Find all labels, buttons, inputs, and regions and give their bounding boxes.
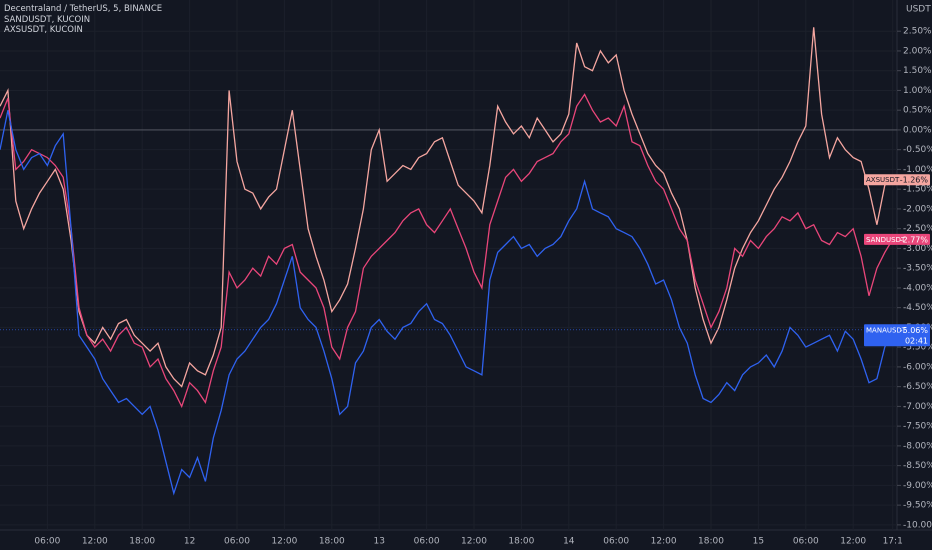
x-tick-label: 12:00 — [271, 537, 297, 547]
y-tick-label: -9.00% — [903, 481, 932, 491]
y-tick-label: -0.50% — [903, 145, 932, 155]
countdown: 02:41 — [905, 336, 928, 345]
y-tick-label: 1.00% — [903, 86, 932, 96]
x-tick-label: 14 — [563, 537, 575, 547]
y-tick-label: 1.50% — [903, 66, 932, 76]
y-tick-label: -6.00% — [903, 362, 932, 372]
price-label-value: -5.06% — [900, 326, 929, 335]
x-tick-label: 12:00 — [651, 537, 677, 547]
y-tick-label: -8.50% — [903, 461, 932, 471]
price-label-value: -1.26% — [900, 176, 929, 185]
x-tick-label: 06:00 — [603, 537, 629, 547]
price-label-name: MANAUSDT — [866, 326, 907, 334]
y-tick-label: -5.50% — [903, 343, 932, 353]
y-tick-label: -3.00% — [903, 244, 932, 254]
currency-label: USDT — [906, 5, 931, 15]
x-tick-label: 15 — [753, 537, 764, 547]
series-line — [0, 93, 894, 409]
y-tick-label: -1.00% — [903, 165, 932, 175]
series-line — [0, 110, 894, 496]
price-label-box — [864, 233, 930, 245]
x-tick-label: 06:00 — [34, 537, 60, 547]
x-tick-label: 12:00 — [461, 537, 487, 547]
y-tick-label: -8.00% — [903, 441, 932, 451]
y-tick-label: -2.50% — [903, 224, 932, 234]
y-tick-label: -4.00% — [903, 283, 932, 293]
y-tick-label: -2.00% — [903, 204, 932, 214]
x-tick-label: 12:00 — [840, 537, 866, 547]
legend: Decentraland / TetherUS, 5, BINANCE SAND… — [4, 4, 162, 36]
legend-line: Decentraland / TetherUS, 5, BINANCE — [4, 4, 163, 14]
y-tick-label: -9.50% — [903, 501, 932, 511]
legend-line: AXSUSDT, KUCOIN — [4, 25, 83, 35]
y-tick-label: -6.50% — [903, 382, 932, 392]
x-tick-label: 18:00 — [508, 537, 534, 547]
x-tick-label: 06:00 — [224, 537, 250, 547]
legend-line: SANDUSDT, KUCOIN — [4, 14, 91, 25]
x-tick-label: 06:00 — [793, 537, 819, 547]
price-label-name: AXSUSDT — [866, 176, 900, 184]
x-tick-label: 12 — [184, 537, 195, 547]
series-line — [0, 27, 894, 388]
y-tick-label: -1.50% — [903, 185, 932, 195]
x-tick-label: 18:00 — [319, 537, 345, 547]
x-tick-label: 06:00 — [414, 537, 440, 547]
y-tick-label: -7.50% — [903, 422, 932, 432]
y-tick-label: -3.50% — [903, 264, 932, 274]
x-tick-label: 18:00 — [129, 537, 155, 547]
x-tick-label: 17:1 — [883, 537, 903, 547]
y-tick-label: -10.00% — [903, 520, 932, 530]
price-label-box — [864, 324, 930, 347]
y-tick-label: -7.00% — [903, 402, 932, 412]
x-tick-label: 13 — [373, 537, 384, 547]
price-label-value: -2.77% — [900, 235, 929, 244]
y-tick-label: 0.50% — [903, 106, 932, 116]
x-tick-label: 18:00 — [698, 537, 724, 547]
x-tick-label: 12:00 — [82, 537, 108, 547]
y-tick-label: 2.00% — [903, 46, 932, 56]
y-tick-label: 2.50% — [903, 27, 932, 37]
price-label-box — [864, 174, 930, 186]
price-label-name: SANDUSDT — [866, 236, 906, 244]
y-tick-label: -4.50% — [903, 303, 932, 313]
y-tick-label: 0.00% — [903, 125, 932, 135]
